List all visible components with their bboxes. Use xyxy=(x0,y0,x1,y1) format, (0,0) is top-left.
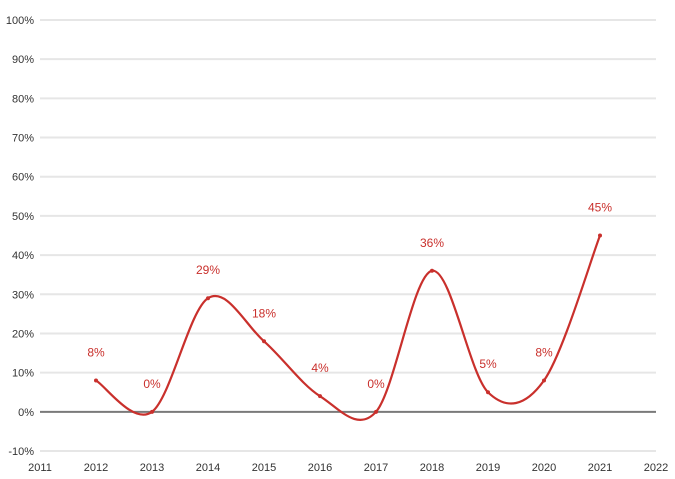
y-tick-label: 60% xyxy=(12,172,34,184)
data-point xyxy=(94,378,98,383)
x-tick-label: 2015 xyxy=(252,462,276,474)
y-tick-label: 20% xyxy=(12,328,34,340)
y-tick-label: 90% xyxy=(12,54,34,66)
data-label: 36% xyxy=(420,236,444,250)
data-label: 0% xyxy=(367,377,385,391)
data-label: 8% xyxy=(87,345,105,359)
y-tick-label: 0% xyxy=(18,407,34,419)
y-tick-label: -10% xyxy=(8,446,34,458)
y-tick-label: 40% xyxy=(12,250,34,262)
x-tick-label: 2022 xyxy=(644,462,668,474)
data-label: 8% xyxy=(535,345,553,359)
y-tick-label: 50% xyxy=(12,211,34,223)
data-label: 18% xyxy=(252,306,276,320)
x-tick-label: 2013 xyxy=(140,462,164,474)
data-label: 5% xyxy=(479,357,497,371)
y-tick-label: 30% xyxy=(12,289,34,301)
data-point xyxy=(318,394,322,399)
series-line xyxy=(94,234,602,421)
data-label: 45% xyxy=(588,201,612,215)
x-tick-label: 2018 xyxy=(420,462,444,474)
data-label: 4% xyxy=(311,361,329,375)
data-point xyxy=(598,233,602,238)
data-label: 29% xyxy=(196,263,220,277)
data-point xyxy=(262,339,266,344)
data-point xyxy=(374,409,378,414)
data-point xyxy=(486,390,490,395)
x-tick-label: 2020 xyxy=(532,462,556,474)
x-tick-label: 2019 xyxy=(476,462,500,474)
y-tick-label: 100% xyxy=(6,15,34,27)
y-tick-label: 70% xyxy=(12,133,34,145)
x-tick-label: 2014 xyxy=(196,462,220,474)
x-tick-label: 2012 xyxy=(84,462,108,474)
y-tick-label: 10% xyxy=(12,368,34,380)
y-tick-label: 80% xyxy=(12,93,34,105)
data-point xyxy=(542,378,546,383)
x-tick-label: 2011 xyxy=(28,462,52,474)
data-label: 0% xyxy=(143,377,161,391)
x-tick-label: 2017 xyxy=(364,462,388,474)
x-tick-label: 2016 xyxy=(308,462,332,474)
data-point xyxy=(430,268,434,273)
x-tick-label: 2021 xyxy=(588,462,612,474)
data-point xyxy=(150,409,154,414)
data-point xyxy=(206,296,210,301)
